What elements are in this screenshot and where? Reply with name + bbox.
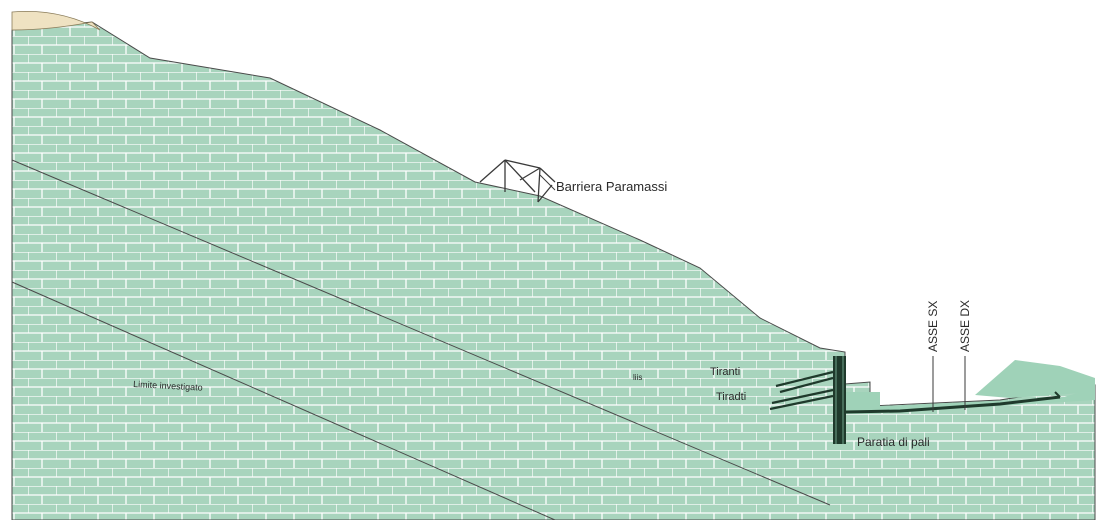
right-mound: [975, 360, 1095, 398]
pile-wall: [833, 356, 846, 444]
rock-slope: [11, 21, 1096, 520]
barrier-leader: [539, 174, 556, 191]
limit-line: [11, 159, 831, 506]
rockfall-barrier: [479, 159, 556, 203]
lower-boundary-line: [11, 281, 556, 520]
tiebacks-label: Tiranti: [710, 366, 740, 378]
excavation-fill: [845, 388, 1095, 414]
sand-cap: [11, 11, 101, 31]
pile-wall-label: Paratia di pali: [857, 435, 930, 449]
axis-left-label: ASSE SX: [926, 301, 940, 352]
braces-label: Tiradti: [716, 391, 746, 403]
road-platform: [845, 395, 1061, 414]
road-edge: [1054, 391, 1061, 398]
small-mark-label: liis: [633, 373, 642, 382]
limit-label: Limite investigato: [133, 379, 203, 393]
axis-right-label: ASSE DX: [958, 300, 972, 352]
tiebacks: [769, 370, 834, 411]
barrier-label: Barriera Paramassi: [556, 179, 667, 194]
